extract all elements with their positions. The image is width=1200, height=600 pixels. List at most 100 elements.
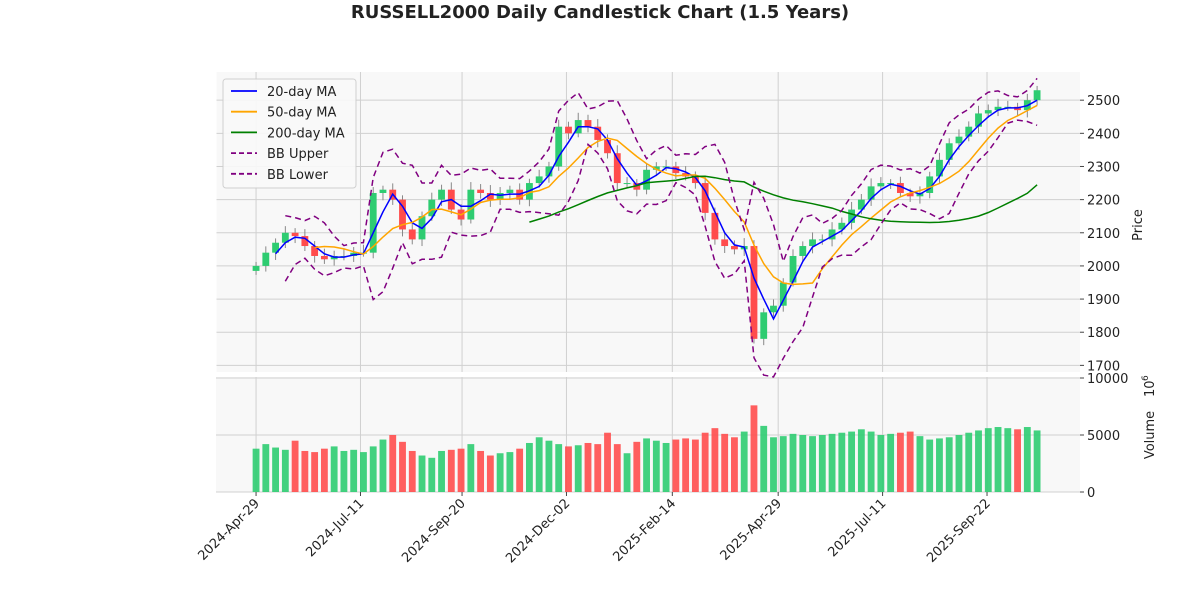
candle-body [867, 186, 875, 200]
volume-bar [740, 431, 748, 492]
x-tick-label: 2025-Feb-14 [611, 496, 680, 565]
volume-bar [1023, 427, 1031, 492]
legend: 20-day MA 50-day MA 200-day MA BB Upper BB L… [222, 78, 357, 189]
volume-bar [682, 438, 690, 492]
volume-bar [360, 452, 367, 492]
candle-body [262, 252, 270, 266]
x-tick-label: 2025-Apr-29 [718, 496, 785, 563]
volume-bar [731, 437, 738, 492]
volume-bar [418, 455, 426, 492]
volume-tick-label: 5000 [1087, 429, 1120, 444]
candle-body [848, 209, 856, 223]
volume-bar [574, 445, 582, 492]
volume-bar [301, 450, 309, 492]
candle-body [623, 183, 631, 185]
volume-bar [555, 444, 563, 492]
volume-bar [613, 444, 621, 492]
candle-body [779, 282, 787, 306]
volume-bar [584, 442, 592, 492]
volume-bar [535, 437, 543, 492]
volume-bar [486, 455, 494, 492]
volume-bar [848, 431, 856, 492]
candle-body [809, 239, 816, 247]
volume-bar [857, 429, 865, 492]
candle-body [828, 229, 836, 240]
candle-body [818, 239, 826, 241]
volume-bar [447, 449, 455, 492]
candle-body [496, 192, 504, 200]
volume-bar [1004, 428, 1012, 492]
legend-label: 50-day MA [267, 106, 336, 121]
candle-body [711, 212, 719, 240]
candle-body [672, 166, 680, 174]
candle-body [750, 246, 758, 339]
bb-lower-line [284, 119, 1038, 378]
volume-bar [672, 439, 680, 492]
candle-body [994, 106, 1002, 111]
x-tick-label: 2025-Jul-11 [825, 496, 889, 560]
price-tick-label: 2100 [1087, 227, 1120, 242]
volume-bar [945, 437, 953, 492]
candle-body [731, 246, 738, 250]
volume-bar [818, 435, 826, 492]
candle-body [252, 265, 260, 271]
volume-tick-label: 0 [1087, 486, 1095, 501]
price-axis-label: Price [1131, 209, 1146, 241]
volume-bar [975, 430, 982, 492]
volume-bar [955, 435, 963, 492]
candle-body [701, 183, 709, 213]
candle-body [301, 236, 309, 247]
candle-body [691, 176, 699, 184]
volume-bar [662, 442, 670, 492]
volume-exponent-power: 6 [1141, 375, 1151, 381]
candle-body [408, 229, 416, 240]
volume-bar [428, 457, 436, 492]
candle-body [428, 199, 436, 217]
candle-body [906, 192, 914, 197]
price-tick-label: 1700 [1087, 359, 1120, 374]
candle-body [926, 176, 934, 193]
ma50-line [314, 104, 1038, 286]
ma20-line [275, 99, 1038, 321]
volume-bar [652, 440, 660, 492]
volume-bar [311, 452, 319, 492]
volume-bar [399, 441, 406, 492]
volume-bar [506, 452, 514, 492]
volume-bar [994, 427, 1002, 492]
candle-body [955, 136, 963, 144]
volume-bar [545, 440, 553, 492]
volume-bar [1033, 430, 1041, 492]
volume-bar [369, 446, 377, 492]
price-tick-label: 2000 [1087, 260, 1120, 275]
volume-bar [565, 446, 572, 492]
volume-bar [701, 432, 709, 492]
legend-label: 20-day MA [267, 85, 336, 100]
volume-bar [965, 432, 973, 492]
price-tick-label: 2500 [1087, 94, 1120, 109]
ma200-line [529, 175, 1038, 224]
candle-body [379, 189, 387, 193]
candle-body [857, 199, 865, 210]
volume-bar [760, 425, 768, 492]
volume-bar [711, 428, 719, 492]
candle-body [721, 239, 729, 247]
volume-bar [340, 450, 348, 492]
price-tick-label: 2200 [1087, 194, 1120, 209]
volume-bar [291, 440, 299, 492]
candle-body [272, 242, 279, 253]
volume-bar [770, 437, 777, 492]
price-tick-label: 2300 [1087, 160, 1120, 175]
x-tick-label: 2025-Sep-22 [924, 496, 994, 566]
candle-body [838, 222, 846, 230]
candle-body [467, 189, 475, 220]
x-tick-label: 2024-Dec-02 [503, 496, 573, 566]
candle-body [565, 126, 572, 134]
volume-bar [516, 448, 524, 492]
legend-label: BB Lower [267, 168, 329, 183]
price-tick-label: 1900 [1087, 293, 1120, 308]
volume-bar [916, 436, 924, 492]
candle-body [506, 189, 514, 193]
candle-body [535, 176, 543, 184]
volume-bar [350, 449, 358, 492]
